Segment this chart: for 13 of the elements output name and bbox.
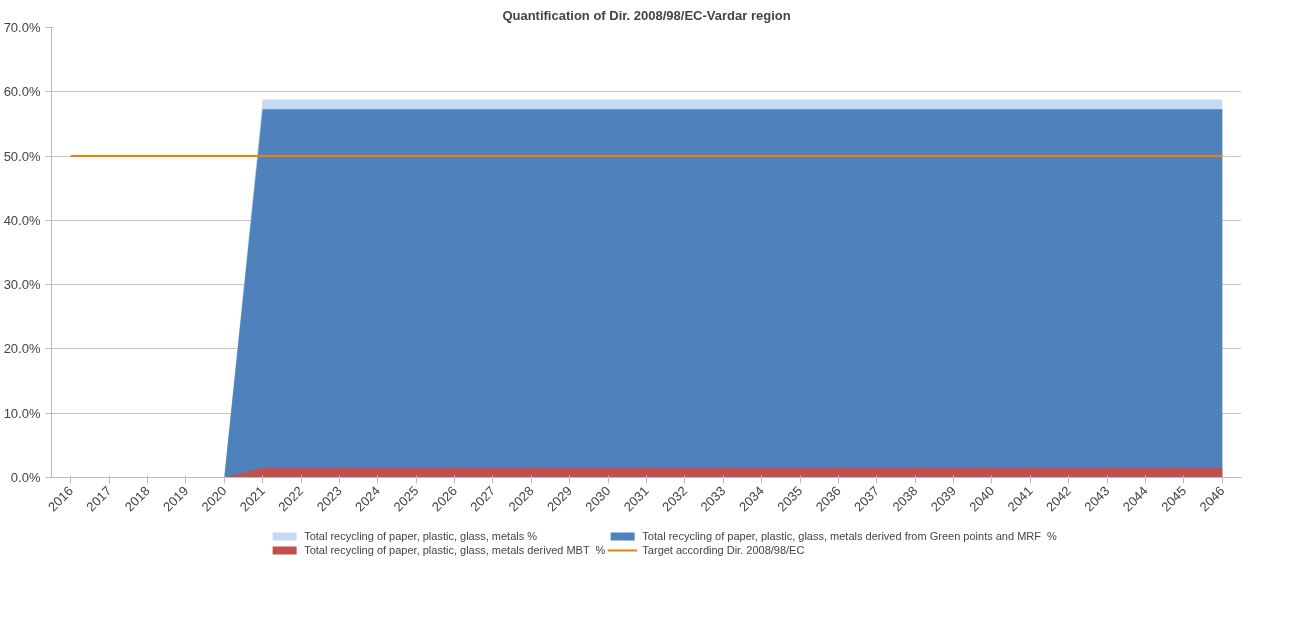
y-tick-label: 10.0%	[3, 405, 41, 421]
legend-label: Total recycling of paper, plastic, glass, metals %	[304, 530, 538, 542]
legend-label: Target according Dir. 2008/98/EC	[642, 544, 805, 556]
y-tick-label: 60.0%	[3, 84, 41, 100]
legend-label: Total recycling of paper, plastic, glass, metals derived MBT %	[304, 544, 606, 556]
y-tick-label: 30.0%	[3, 277, 41, 293]
y-tick-label: 70.0%	[3, 20, 41, 35]
y-tick-label: 50.0%	[3, 148, 41, 164]
legend-label: Total recycling of paper, plastic, glass, metals derived from Green points and MRF %	[642, 530, 1057, 542]
chart-title: Quantification of Dir. 2008/98/EC-Vardar region	[502, 7, 791, 23]
y-tick-label: 20.0%	[3, 341, 41, 357]
y-tick-label: 40.0%	[3, 212, 41, 228]
y-tick-label: 0.0%	[10, 470, 41, 485]
